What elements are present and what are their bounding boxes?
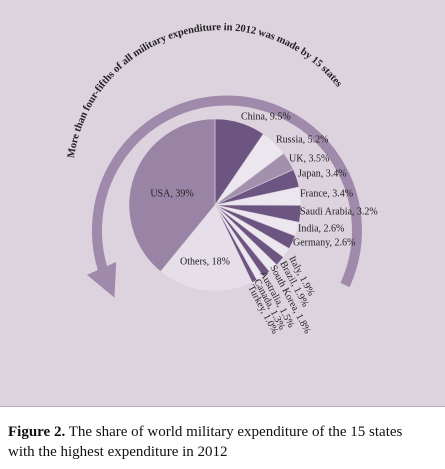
- data-label: Russia, 5.2%: [276, 134, 329, 145]
- data-label: UK, 3.5%: [289, 153, 329, 164]
- data-label: Japan, 3.4%: [298, 168, 347, 179]
- data-label: Saudi Arabia, 3.2%: [300, 206, 378, 217]
- caption: Figure 2. The share of world military ex…: [8, 422, 428, 462]
- pie: China, 9.5% Russia, 5.2% UK, 3.5% Japan, 3.…: [128, 111, 378, 336]
- data-label: USA, 39%: [150, 188, 193, 199]
- data-label: Germany, 2.6%: [293, 237, 355, 248]
- chart: More than four-fifths of all military ex…: [0, 0, 445, 406]
- data-label: India, 2.6%: [298, 223, 344, 234]
- caption-label: Figure 2.: [8, 424, 66, 440]
- caption-text: The share of world military expenditure …: [8, 424, 403, 460]
- data-label: France, 3.4%: [300, 188, 353, 199]
- data-label: China, 9.5%: [241, 111, 291, 122]
- pie-slice: [128, 118, 216, 272]
- pie-slice: [160, 204, 253, 292]
- annotation-arrow: [86, 95, 362, 298]
- divider: [0, 406, 445, 407]
- data-label: Others, 18%: [180, 256, 230, 267]
